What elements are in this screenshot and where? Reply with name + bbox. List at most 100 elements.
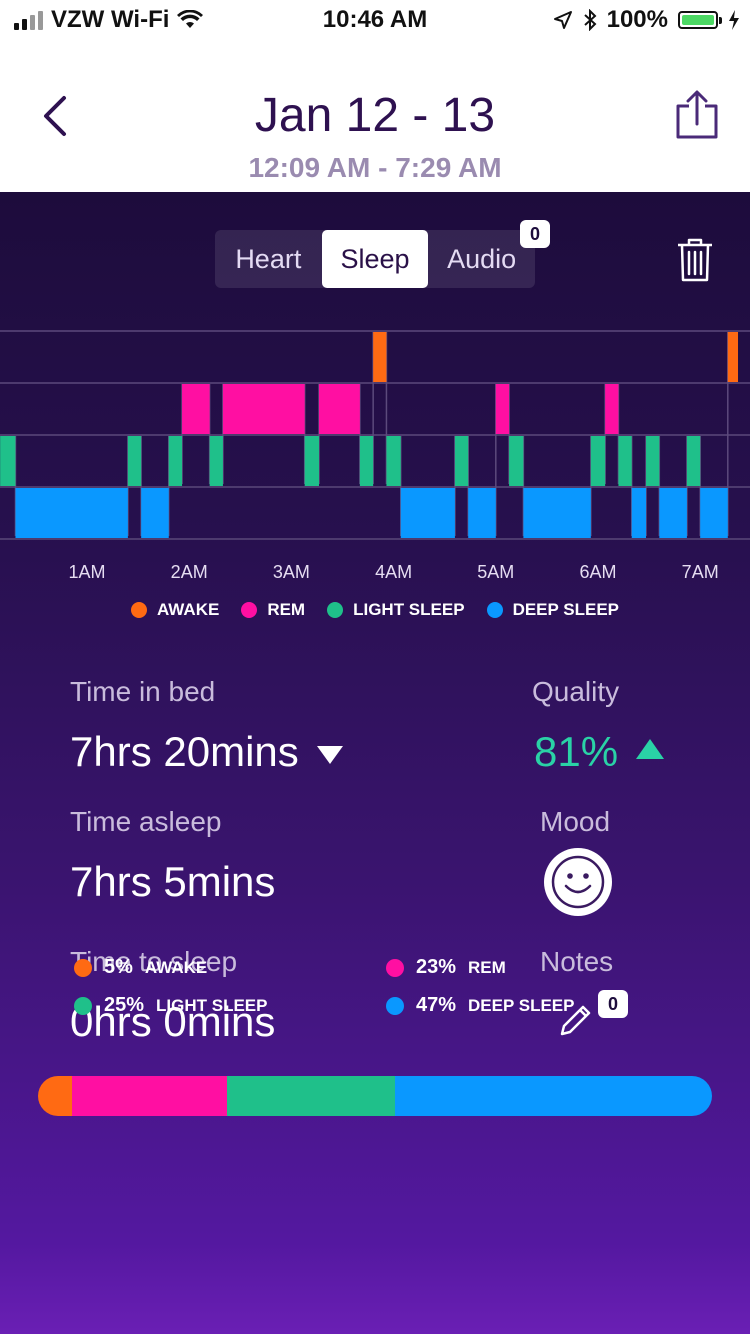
time-asleep-value: 7hrs 5mins [70,858,276,905]
stage-segment-light [618,436,632,486]
time-axis: 1AM 2AM 3AM 4AM 5AM 6AM 7AM [0,562,750,588]
notes-count-badge: 0 [598,990,628,1018]
trend-up-icon [636,739,664,759]
quality-value: 81% [534,728,619,775]
stage-segment-light [359,436,374,486]
time-tick-label: 5AM [477,562,515,582]
legend-dot [386,958,404,977]
signal-icon [14,10,43,30]
audio-count-badge: 0 [520,220,550,248]
legend-dot [130,602,147,618]
time-range: 12:09 AM - 7:29 AM [248,152,502,183]
legend-item-deep: DEEP SLEEP [486,600,620,620]
breakdown-label: LIGHT SLEEP [156,995,268,1015]
bluetooth-icon [583,9,597,31]
time-in-bed-text: 7hrs 20mins [70,728,299,775]
trash-icon[interactable] [676,237,714,283]
legend-dot [74,996,92,1015]
time-in-bed-value[interactable]: 7hrs 20mins [70,728,343,776]
legend-label: DEEP SLEEP [512,600,620,619]
breakdown-percent: 23% [416,956,457,978]
stage-segment-rem [605,384,619,434]
time-to-sleep-value: 0hrs 0mins [70,998,276,1045]
chart-legend: AWAKE REM LIGHT SLEEP DEEP SLEEP [0,600,750,620]
legend-item-light: LIGHT SLEEP [327,600,465,620]
stage-segment-awake [727,332,739,382]
stage-segment-light [209,436,223,486]
carrier-label: VZW Wi-Fi [51,6,170,33]
tab-heart[interactable]: Heart [235,243,302,274]
legend-dot [386,996,404,1015]
legend-label: REM [267,600,306,619]
charging-bolt-icon [729,10,739,30]
breakdown-percent: 47% [416,994,457,1016]
time-tick-label: 3AM [272,562,310,582]
stage-segment-light [509,436,524,486]
stage-segment-light [590,436,606,486]
breakdown-label: AWAKE [144,957,208,977]
breakdown-label: REM [468,957,506,977]
stage-segment-awake [373,332,387,382]
sleep-detail-panel: Heart Sleep Audio 0 1AM 2AM 3AM 4AM 5AM 6AM 7A… [0,192,750,1334]
legend-item-awake: AWAKE [130,600,220,620]
stage-segment-light [386,436,401,486]
stage-segment-deep [400,488,455,538]
share-icon[interactable] [674,90,720,140]
stage-segment-deep [523,488,591,538]
time-in-bed-label: Time in bed [70,676,216,707]
legend-item-rem: REM [241,600,305,620]
header: Jan 12 - 13 12:09 AM - 7:29 AM [0,40,750,192]
legend-dot [486,602,503,618]
time-tick-label: 6AM [579,562,617,582]
time-asleep-label: Time asleep [70,806,222,837]
legend-label: LIGHT SLEEP [353,600,465,619]
status-left: VZW Wi-Fi [14,6,204,34]
breakdown-segment-rem [71,1076,227,1116]
sleep-stage-chart [0,330,750,540]
location-arrow-icon [553,11,572,29]
stage-segment-deep [141,488,169,538]
stage-segment-light [686,436,701,486]
back-chevron-icon[interactable] [36,92,76,140]
view-tabs: Heart Sleep Audio [215,230,535,288]
smiley-face-icon[interactable] [543,847,613,917]
breakdown-segment-deep [395,1076,712,1116]
stage-segment-deep [700,488,728,538]
caret-down-icon[interactable] [316,745,343,764]
legend-label: AWAKE [156,600,220,619]
battery-percent: 100% [606,6,668,33]
page-title: Jan 12 - 13 [254,89,496,142]
time-tick-label: 7AM [681,562,719,582]
stage-breakdown-bar [38,1076,712,1116]
mood-label: Mood [540,806,611,837]
breakdown-segment-light [226,1076,396,1116]
stage-segment-light [0,436,16,486]
stage-segment-rem [495,384,510,434]
breakdown-legend-rem: 23% REM [386,956,506,979]
stage-segment-light [127,436,142,486]
stage-segment-light [304,436,319,486]
breakdown-legend-deep: 47% DEEP SLEEP [386,994,574,1017]
pencil-icon[interactable] [558,1002,594,1038]
tab-sleep[interactable]: Sleep [321,230,429,288]
stage-segment-light [168,436,183,486]
quality-label: Quality [532,676,620,707]
legend-dot [74,958,92,977]
stage-segment-rem [318,384,360,434]
stage-segment-light [646,436,660,486]
breakdown-label: DEEP SLEEP [468,995,575,1015]
breakdown-segment-awake [38,1076,72,1116]
time-tick-label: 1AM [68,562,106,582]
breakdown-legend-light: 25% LIGHT SLEEP [74,994,268,1017]
time-tick-label: 2AM [170,562,208,582]
stage-segment-rem [222,384,305,434]
wifi-icon [177,10,204,28]
stage-segment-deep [468,488,496,538]
stage-segment-deep [659,488,687,538]
status-right: 100% [553,6,740,34]
legend-dot [241,602,258,618]
stage-segment-light [454,436,469,486]
legend-dot [327,602,344,618]
time-to-sleep-label: Time to sleep [70,946,238,977]
tab-audio[interactable]: Audio [447,243,517,274]
